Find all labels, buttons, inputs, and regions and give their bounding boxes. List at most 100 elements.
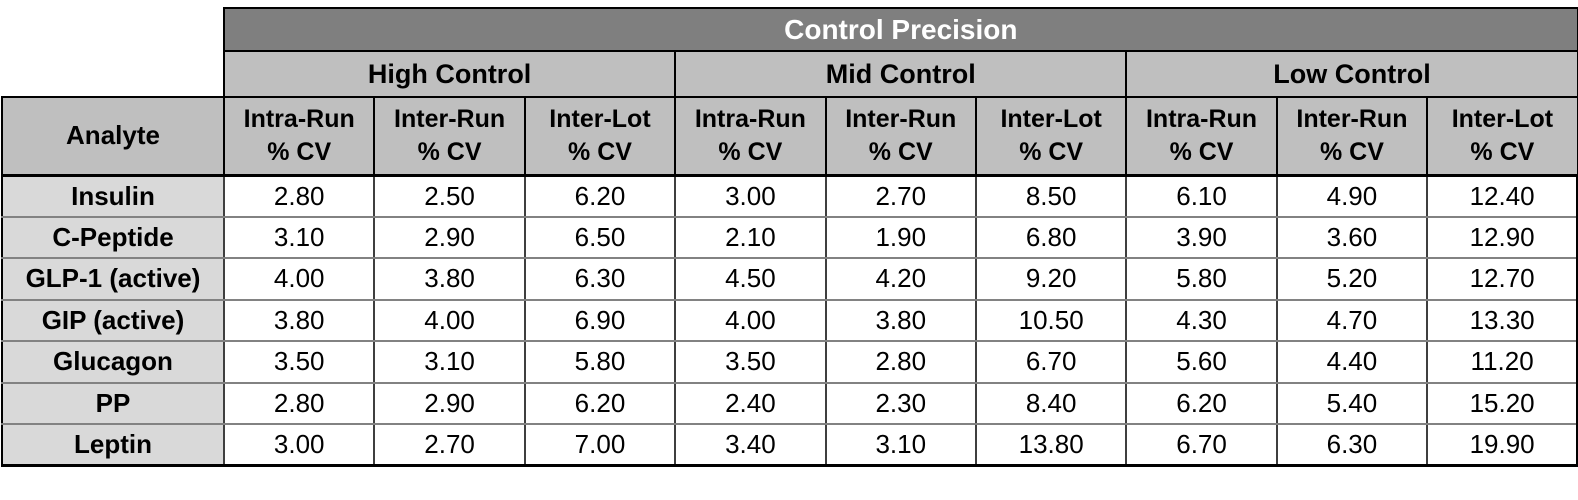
value-cell: 12.70	[1426, 257, 1578, 301]
metric-header: Inter-Run % CV	[373, 96, 526, 177]
value-cell: 4.70	[1275, 298, 1429, 342]
value-cell: 3.00	[674, 174, 827, 218]
value-cell: 4.20	[824, 257, 977, 301]
table-row: GLP-1 (active) 4.00 3.80 6.30 4.50 4.20 …	[1, 257, 1578, 301]
value-cell: 19.90	[1426, 423, 1578, 467]
analyte-cell: GIP (active)	[1, 298, 225, 342]
value-cell: 2.70	[373, 423, 526, 467]
table-row: Insulin 2.80 2.50 6.20 3.00 2.70 8.50 6.…	[1, 174, 1578, 218]
metric-header-line2: % CV	[1169, 137, 1234, 166]
value-cell: 6.80	[974, 215, 1128, 259]
value-cell: 3.80	[373, 257, 526, 301]
value-cell: 4.00	[222, 257, 376, 301]
value-cell: 3.90	[1125, 215, 1278, 259]
metric-header-line2: % CV	[1470, 137, 1535, 166]
value-cell: 10.50	[974, 298, 1128, 342]
metric-header: Intra-Run % CV	[674, 96, 827, 177]
value-cell: 3.50	[222, 340, 376, 384]
empty-corner	[2, 51, 224, 97]
metric-header-line1: Inter-Run	[845, 105, 957, 134]
value-cell: 5.40	[1275, 381, 1429, 425]
value-cell: 15.20	[1426, 381, 1578, 425]
value-cell: 6.30	[523, 257, 677, 301]
value-cell: 1.90	[824, 215, 977, 259]
page: Control Precision High Control Mid Contr…	[0, 7, 1578, 500]
metric-header: Intra-Run % CV	[1125, 96, 1278, 177]
value-cell: 8.50	[974, 174, 1128, 218]
metric-header-line2: % CV	[417, 137, 482, 166]
metric-header-line1: Inter-Lot	[1451, 105, 1554, 134]
metric-header-line1: Intra-Run	[694, 105, 806, 134]
value-cell: 6.50	[523, 215, 677, 259]
metric-header: Inter-Run % CV	[1275, 96, 1429, 177]
metric-header: Inter-Run % CV	[824, 96, 977, 177]
value-cell: 4.90	[1275, 174, 1429, 218]
empty-corner	[2, 8, 224, 51]
metric-header-line1: Intra-Run	[243, 105, 355, 134]
value-cell: 3.80	[824, 298, 977, 342]
metric-header: Inter-Lot % CV	[1426, 96, 1578, 177]
value-cell: 2.10	[674, 215, 827, 259]
metric-header-line2: % CV	[718, 137, 783, 166]
analyte-cell: GLP-1 (active)	[1, 257, 225, 301]
value-cell: 4.30	[1125, 298, 1278, 342]
value-cell: 2.90	[373, 381, 526, 425]
value-cell: 4.50	[674, 257, 827, 301]
control-precision-table: Control Precision High Control Mid Contr…	[1, 7, 1578, 467]
metric-header-line1: Intra-Run	[1145, 105, 1258, 134]
group-header-mid: Mid Control	[674, 50, 1128, 98]
analyte-cell: Glucagon	[1, 340, 225, 384]
value-cell: 3.10	[222, 215, 376, 259]
analyte-header: Analyte	[1, 96, 225, 177]
value-cell: 2.50	[373, 174, 526, 218]
value-cell: 13.80	[974, 423, 1128, 467]
value-cell: 2.40	[674, 381, 827, 425]
value-cell: 6.20	[1125, 381, 1278, 425]
value-cell: 7.00	[523, 423, 677, 467]
metric-header-line2: % CV	[568, 137, 632, 166]
value-cell: 12.90	[1426, 215, 1578, 259]
analyte-cell: Insulin	[1, 174, 225, 218]
metric-header-line1: Inter-Lot	[549, 105, 651, 134]
value-cell: 4.00	[674, 298, 827, 342]
value-cell: 5.80	[523, 340, 677, 384]
metric-header: Intra-Run % CV	[222, 96, 376, 177]
value-cell: 2.30	[824, 381, 977, 425]
table-row: C-Peptide 3.10 2.90 6.50 2.10 1.90 6.80 …	[1, 215, 1578, 259]
value-cell: 5.60	[1125, 340, 1278, 384]
value-cell: 2.80	[222, 381, 376, 425]
value-cell: 3.00	[222, 423, 376, 467]
group-header-high: High Control	[222, 50, 677, 98]
table-row: GIP (active) 3.80 4.00 6.90 4.00 3.80 10…	[1, 298, 1578, 342]
table-row: Leptin 3.00 2.70 7.00 3.40 3.10 13.80 6.…	[1, 423, 1578, 467]
value-cell: 2.90	[373, 215, 526, 259]
value-cell: 3.10	[824, 423, 977, 467]
metric-header-line1: Inter-Run	[1296, 105, 1408, 134]
metric-header-line2: % CV	[1319, 137, 1384, 166]
value-cell: 6.30	[1275, 423, 1429, 467]
value-cell: 4.40	[1275, 340, 1429, 384]
metric-header-line2: % CV	[267, 137, 332, 166]
value-cell: 6.20	[523, 174, 677, 218]
metric-header-line2: % CV	[1019, 137, 1084, 166]
value-cell: 6.20	[523, 381, 677, 425]
value-cell: 9.20	[974, 257, 1128, 301]
value-cell: 2.80	[222, 174, 376, 218]
value-cell: 5.80	[1125, 257, 1278, 301]
value-cell: 6.90	[523, 298, 677, 342]
group-header-row: High Control Mid Control Low Control	[2, 50, 1578, 98]
analyte-cell: Leptin	[1, 423, 225, 467]
value-cell: 3.50	[674, 340, 827, 384]
value-cell: 4.00	[373, 298, 526, 342]
value-cell: 6.70	[1125, 423, 1278, 467]
value-cell: 6.70	[974, 340, 1128, 384]
analyte-cell: PP	[1, 381, 225, 425]
title-row: Control Precision	[2, 7, 1578, 52]
value-cell: 2.80	[824, 340, 977, 384]
value-cell: 5.20	[1275, 257, 1429, 301]
metric-header-line2: % CV	[868, 137, 933, 166]
value-cell: 3.60	[1275, 215, 1429, 259]
value-cell: 3.10	[373, 340, 526, 384]
table-title: Control Precision	[223, 7, 1578, 52]
table-row: PP 2.80 2.90 6.20 2.40 2.30 8.40 6.20 5.…	[1, 381, 1578, 425]
